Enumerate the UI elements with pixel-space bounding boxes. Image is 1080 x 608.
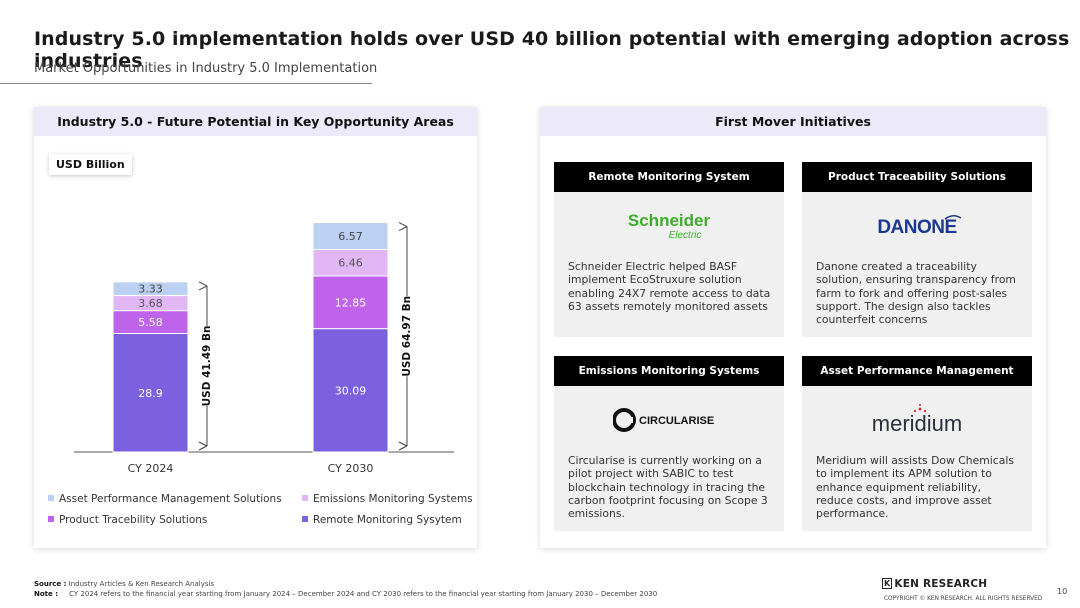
total-arrow-top-1 (398, 222, 408, 231)
legend-swatch-remote-monitoring (302, 516, 308, 522)
category-label-1: CY 2030 (328, 462, 374, 475)
data-label-0-1: 5.58 (138, 316, 163, 329)
stacked-bar-chart: 28.9 5.58 3.683.33 CY 2024 USD 41.49 Bn 30.09… (74, 222, 454, 475)
total-label-bg-1 (400, 296, 414, 377)
data-label-0-2: 3.68 (138, 297, 163, 310)
bar-segment-0-0 (112, 333, 189, 453)
total-label-0: USD 41.49 Bn (201, 326, 213, 407)
danone-logo-graphic: DANONE (877, 215, 962, 238)
legend-label-product-tracebility: Product Tracebility Solutions (59, 514, 208, 526)
bar-segment-1-3 (312, 222, 389, 250)
bar-segment-1-0 (312, 328, 389, 453)
legend-swatch-emissions-monitoring (302, 495, 308, 501)
initiative-card-remote-monitoring: Remote Monitoring System Schneider Elect… (554, 162, 784, 337)
footer-note: Note : CY 2024 refers to the financial y… (34, 589, 657, 599)
chart-panel: Industry 5.0 - Future Potential in Key O… (34, 107, 477, 548)
page-subtitle: Market Opportunities in Industry 5.0 Imp… (34, 61, 378, 76)
unit-label: USD Billion (49, 154, 132, 175)
bar-segment-1-1 (312, 275, 389, 330)
chart-panel-heading: Industry 5.0 - Future Potential in Key O… (34, 107, 477, 136)
footer-source-label: Source : (34, 580, 67, 588)
footer-note-text: CY 2024 refers to the financial year sta… (69, 590, 658, 598)
legend-item-emissions-monitoring: Emissions Monitoring Systems (302, 493, 473, 505)
bar-segment-1-2 (312, 248, 389, 277)
card-title: Remote Monitoring System (554, 162, 784, 192)
schneider-logo-graphic: Schneider Electric (628, 211, 711, 241)
initiative-card-product-traceability: Product Traceability Solutions DANONE Da… (802, 162, 1032, 337)
danone-logo: DANONE (802, 192, 1032, 260)
category-label-0: CY 2024 (128, 462, 174, 475)
legend-label-asset-performance: Asset Performance Management Solutions (59, 493, 282, 505)
data-label-0-3: 3.33 (138, 283, 163, 296)
legend-item-remote-monitoring: Remote Monitoring Sysytem (302, 514, 462, 526)
meridium-logo-wordmark: meridium (872, 411, 962, 436)
circularise-logo-wordmark: CIRCULARISE (639, 415, 714, 427)
card-description: Danone created a traceability solution, … (816, 260, 1016, 327)
data-label-1-0: 30.09 (335, 384, 367, 397)
card-title: Asset Performance Management (802, 356, 1032, 386)
ken-logo-icon: K (882, 578, 893, 589)
danone-logo-wordmark: DANONE (877, 217, 956, 238)
card-description: Circularise is currently working on a pi… (568, 454, 768, 521)
total-label-bg-0 (200, 325, 214, 406)
initiatives-panel-heading: First Mover Initiatives (540, 107, 1046, 136)
total-arrow-top-0 (198, 281, 208, 291)
ken-research-logo: K KEN RESEARCH (882, 578, 987, 590)
card-title: Emissions Monitoring Systems (554, 356, 784, 386)
bar-segment-0-3 (112, 281, 189, 297)
schneider-logo-wordmark: Schneider (628, 211, 711, 230)
legend-label-emissions-monitoring: Emissions Monitoring Systems (313, 493, 473, 505)
meridium-logo: meridium (802, 386, 1032, 454)
legend-label-remote-monitoring: Remote Monitoring Sysytem (313, 514, 462, 526)
copyright-text: COPYRIGHT © KEN RESEARCH. ALL RIGHTS RES… (884, 596, 1043, 602)
total-label-1: USD 64.97 Bn (401, 296, 413, 377)
card-description: Meridium will assists Dow Chemicals to i… (816, 454, 1014, 521)
data-label-1-2: 6.46 (338, 257, 363, 270)
data-label-1-3: 6.57 (338, 230, 363, 243)
footer-note-label: Note : (34, 590, 58, 598)
footer-notes: Source : Industry Articles & Ken Researc… (34, 579, 657, 599)
initiative-card-asset-performance: Asset Performance Management meridium Me… (802, 356, 1032, 531)
footer-source-text: Industry Articles & Ken Research Analysi… (68, 580, 215, 588)
legend-item-product-tracebility: Product Tracebility Solutions (48, 514, 207, 526)
total-arrow-bottom-1 (398, 441, 408, 451)
data-label-0-0: 28.9 (138, 387, 163, 400)
subtitle-divider (0, 83, 372, 84)
legend-swatch-product-tracebility (48, 516, 54, 522)
legend-item-asset-performance: Asset Performance Management Solutions (48, 493, 282, 505)
footer-source: Source : Industry Articles & Ken Researc… (34, 579, 657, 589)
card-description: Schneider Electric helped BASF implement… (568, 260, 771, 313)
circularise-logo-graphic: CIRCULARISE (613, 408, 714, 432)
legend-swatch-asset-performance (48, 495, 54, 501)
meridium-logo-graphic: meridium (872, 404, 962, 436)
page-title: Industry 5.0 implementation holds over U… (34, 28, 1070, 72)
initiatives-panel: First Mover Initiatives Remote Monitorin… (540, 107, 1046, 548)
schneider-logo-subword: Electric (669, 230, 702, 241)
data-label-1-1: 12.85 (335, 296, 367, 309)
schneider-electric-logo: Schneider Electric (554, 192, 784, 260)
circularise-logo: CIRCULARISE (554, 386, 784, 454)
initiative-card-emissions-monitoring: Emissions Monitoring Systems CIRCULARISE… (554, 356, 784, 531)
brand-name: KEN RESEARCH (894, 578, 988, 590)
page-number: 10 (1057, 587, 1068, 596)
card-title: Product Traceability Solutions (802, 162, 1032, 192)
total-arrow-bottom-0 (198, 441, 208, 451)
